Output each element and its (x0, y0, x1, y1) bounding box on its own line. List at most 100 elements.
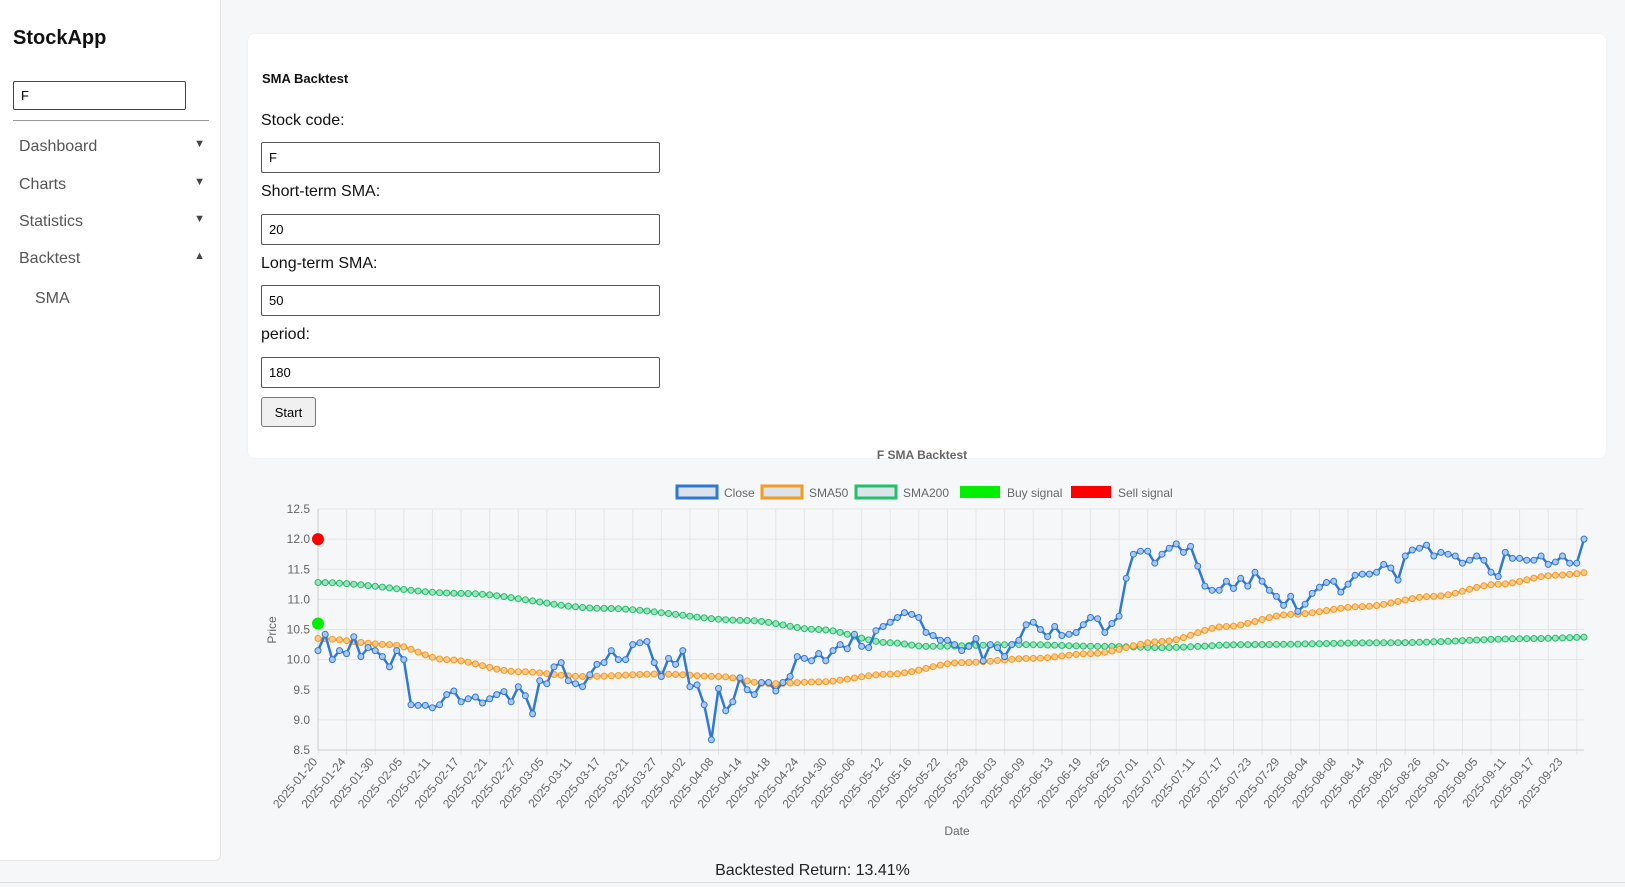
close-point (1337, 588, 1345, 596)
close-point (1072, 629, 1080, 636)
sma50-point (1337, 604, 1345, 612)
sma50-point (1051, 653, 1059, 661)
sidebar-item-statistics[interactable]: Statistics ▼ (19, 211, 205, 237)
sma200-point (1516, 635, 1524, 643)
sma200-point (872, 637, 880, 645)
close-point (1544, 560, 1552, 568)
sma200-point (479, 590, 486, 598)
close-point (729, 698, 737, 706)
sidebar-item-charts[interactable]: Charts ▼ (19, 174, 205, 200)
sma50-point (1187, 631, 1195, 639)
sma200-point (464, 590, 472, 597)
sma50-point (428, 653, 436, 661)
sma200-point (471, 590, 479, 598)
close-point (1551, 558, 1559, 566)
close-point (500, 688, 508, 696)
close-point (1001, 653, 1009, 661)
start-button[interactable]: Start (261, 397, 316, 427)
sma50-point (1029, 654, 1037, 662)
close-point (1480, 556, 1488, 564)
sma50-point (1530, 574, 1538, 582)
close-point (493, 691, 501, 699)
sma200-point (1509, 635, 1516, 643)
sma200-point (564, 602, 572, 610)
long-sma-input[interactable] (261, 285, 660, 316)
sma200-point (1573, 633, 1581, 641)
sma200-point (607, 605, 615, 612)
close-point (343, 650, 351, 658)
sma200-point (629, 606, 637, 614)
close-point (1509, 554, 1516, 562)
close-point (1444, 550, 1452, 558)
close-point (1029, 618, 1037, 626)
sma200-point (1165, 644, 1173, 651)
legend-swatch (675, 484, 719, 500)
sma200-point (765, 618, 773, 626)
close-point (457, 698, 465, 706)
close-point (350, 633, 358, 641)
close-point (450, 687, 458, 695)
close-point (1301, 600, 1309, 608)
sma50-point (536, 669, 544, 677)
close-line (316, 538, 1586, 742)
sma200-point (1458, 637, 1466, 645)
sma50-point (1480, 582, 1488, 590)
sidebar-item-backtest[interactable]: Backtest ▲ (19, 248, 205, 274)
close-point (779, 679, 787, 686)
stock-code-label: Stock code: (261, 112, 345, 129)
sma50-point (1401, 596, 1409, 604)
close-point (929, 632, 937, 639)
sidebar-item-label: Statistics (19, 213, 84, 230)
close-point (328, 656, 336, 664)
sma200-point (1258, 641, 1266, 648)
close-point (464, 695, 472, 703)
sma200-point (1473, 636, 1481, 644)
sma50-point (1172, 636, 1180, 644)
short-sma-input[interactable] (261, 214, 660, 245)
sidebar-subitem-sma[interactable]: SMA (35, 290, 70, 307)
sma50-point (815, 678, 823, 686)
close-point (829, 647, 837, 655)
close-point (936, 636, 944, 644)
sma50-point (1523, 576, 1531, 584)
sma200-point (1237, 641, 1245, 649)
sma200-point (1280, 640, 1288, 648)
close-point (614, 656, 622, 664)
sma200-point (1523, 635, 1531, 643)
sma50-point (1258, 616, 1266, 623)
sma200-point (586, 604, 594, 612)
sma50-point (1015, 655, 1023, 663)
close-point (1222, 577, 1230, 585)
close-point (1473, 552, 1481, 560)
sma200-point (1501, 635, 1509, 643)
close-point (665, 654, 672, 662)
sma200-point (1272, 640, 1280, 648)
sidebar-item-label: Backtest (19, 250, 81, 267)
close-point (1201, 582, 1209, 590)
close-point (572, 680, 579, 688)
close-point (1129, 550, 1137, 558)
close-point (1265, 586, 1273, 594)
sma200-point (1172, 643, 1180, 651)
close-point (1137, 547, 1144, 555)
sma50-point (836, 676, 844, 684)
sma200-point (1294, 640, 1302, 648)
sma50-line (317, 571, 1585, 685)
chevron-up-icon: ▲ (194, 250, 205, 262)
stock-code-input[interactable] (261, 142, 660, 173)
close-point (1251, 568, 1259, 576)
sma200-point (1251, 641, 1259, 648)
close-point (600, 659, 608, 667)
close-point (1580, 535, 1588, 543)
sma200-point (614, 605, 622, 613)
period-input[interactable] (261, 357, 660, 388)
sidebar-item-dashboard[interactable]: Dashboard ▼ (19, 136, 205, 162)
sma50-point (1487, 581, 1495, 589)
sma50-point (521, 668, 529, 676)
sma50-point (1180, 634, 1187, 642)
sma50-point (557, 671, 565, 679)
sma200-point (529, 597, 537, 605)
stock-search-input[interactable] (13, 81, 186, 110)
sma200-point (1466, 636, 1474, 644)
sma200-point (1208, 642, 1216, 650)
